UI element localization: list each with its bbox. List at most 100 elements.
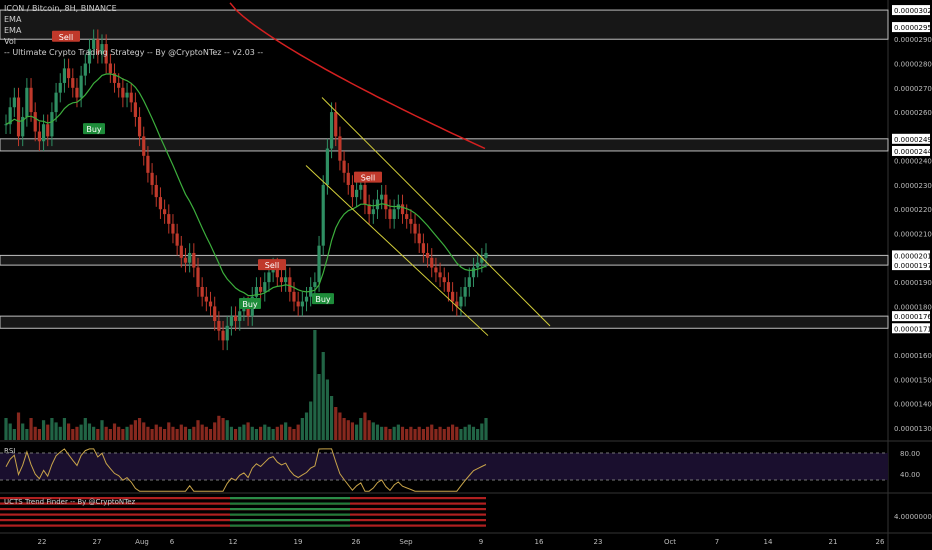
candle-body	[112, 73, 117, 83]
volume-bar	[87, 423, 92, 440]
price-tag	[892, 260, 930, 271]
candle-body	[146, 155, 150, 173]
candle-body	[246, 306, 250, 317]
volume-bar	[334, 407, 338, 440]
x-tick-label: 9	[479, 538, 483, 546]
volume-bar	[430, 424, 434, 440]
candle-body	[442, 277, 446, 283]
signal-text: Sell	[59, 33, 73, 42]
volume-bar	[246, 422, 250, 440]
volume-bar	[355, 424, 359, 440]
candle-body	[371, 209, 375, 215]
candle-body	[37, 131, 41, 142]
candle-body	[12, 97, 16, 108]
candle-body	[238, 311, 242, 321]
volume-bar	[33, 426, 37, 440]
candle-body	[288, 277, 292, 292]
candle-body	[350, 184, 355, 198]
volume-bar	[417, 426, 421, 440]
volume-bar	[117, 426, 121, 440]
volume-bar	[371, 422, 375, 440]
candle-body	[96, 39, 100, 54]
price-tag	[892, 22, 930, 33]
trend-row-green	[230, 497, 350, 500]
candle-body	[137, 116, 142, 137]
x-tick-label: 21	[829, 538, 838, 546]
support-resistance-zone	[0, 9, 889, 40]
volume-bar	[200, 424, 204, 440]
candle-body	[480, 257, 484, 263]
signal-text: Buy	[242, 300, 258, 309]
volume-bar	[217, 415, 221, 440]
volume-bar	[388, 429, 392, 440]
volume-bar	[242, 424, 246, 440]
x-tick-label: 19	[294, 538, 303, 546]
candle-body	[175, 233, 179, 246]
volume-bar	[16, 412, 21, 440]
trend-row-green	[230, 519, 350, 522]
volume-bar	[225, 420, 229, 440]
rsi-label: RSI	[4, 447, 16, 455]
signal-text: Buy	[315, 295, 331, 304]
volume-bar	[92, 426, 96, 440]
x-tick-label: 7	[715, 538, 719, 546]
candle-body	[87, 48, 92, 64]
candle-body	[329, 112, 334, 149]
candle-body	[425, 252, 430, 258]
x-tick-label: 16	[535, 538, 544, 546]
volume-bar	[67, 423, 71, 440]
volume-bar	[58, 426, 62, 440]
candle-body	[438, 272, 442, 278]
volume-bar	[112, 423, 117, 440]
volume-bar	[46, 424, 50, 440]
volume-bar	[300, 418, 304, 440]
candle-body	[8, 107, 12, 125]
price-tick-label: 0.00001300	[894, 425, 932, 433]
candle-body	[204, 296, 208, 302]
volume-bar	[476, 429, 480, 440]
candle-body	[62, 68, 67, 83]
candle-body	[267, 272, 271, 283]
candle-body	[417, 233, 421, 244]
candle-body	[338, 136, 342, 161]
volume-bar	[471, 426, 476, 440]
volume-bar	[142, 422, 146, 440]
indicator-vol: Vol	[4, 37, 16, 46]
candle-body	[254, 286, 259, 297]
symbol-title: ICON / Bitcoin, 8H, BINANCE	[4, 4, 117, 13]
volume-bar	[451, 424, 455, 440]
volume-bar	[267, 426, 271, 440]
trend-row-green	[230, 524, 350, 527]
signal-label	[83, 123, 105, 135]
candle-body	[304, 296, 309, 302]
volume-bar	[296, 424, 300, 440]
volume-bar	[108, 429, 112, 440]
volume-bar	[363, 412, 367, 440]
volume-bar	[133, 420, 137, 440]
candle-body	[459, 296, 463, 307]
volume-bar	[25, 429, 29, 440]
candle-body	[67, 68, 71, 79]
candle-body	[430, 257, 434, 268]
volume-bar	[438, 426, 442, 440]
candle-body	[229, 316, 233, 326]
rsi-tick-label: 80.00	[900, 450, 920, 458]
volume-bar	[446, 426, 451, 440]
volume-bar	[384, 426, 388, 440]
volume-bar	[350, 422, 355, 440]
candle-body	[33, 112, 37, 132]
ema-fast-line	[5, 73, 487, 297]
channel-lower-line	[305, 165, 489, 336]
candle-body	[41, 124, 46, 142]
candle-body	[463, 286, 467, 297]
support-resistance-zone	[0, 254, 889, 266]
